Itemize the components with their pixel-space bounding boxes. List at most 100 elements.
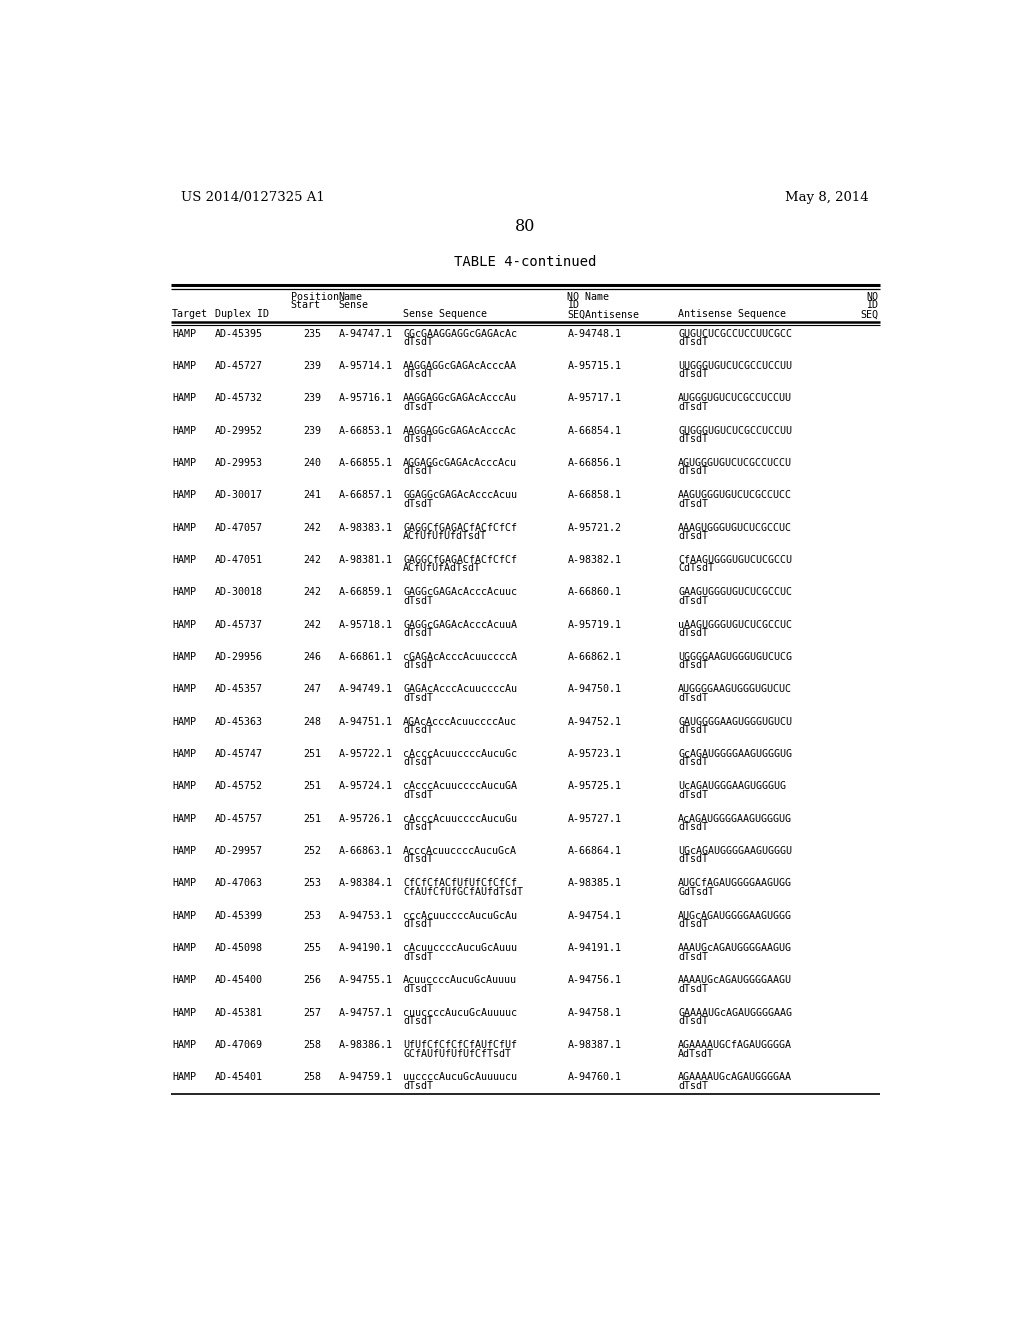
Text: A-94190.1: A-94190.1 bbox=[339, 942, 393, 953]
Text: A-98386.1: A-98386.1 bbox=[339, 1040, 393, 1049]
Text: SEQAntisense: SEQAntisense bbox=[567, 309, 639, 319]
Text: cAcccAcuuccccAucuGu: cAcccAcuuccccAucuGu bbox=[403, 813, 517, 824]
Text: dTsdT: dTsdT bbox=[678, 370, 709, 379]
Text: AD-45401: AD-45401 bbox=[215, 1072, 263, 1082]
Text: A-95717.1: A-95717.1 bbox=[567, 393, 622, 403]
Text: UGcAGAUGGGGAAGUGGGU: UGcAGAUGGGGAAGUGGGU bbox=[678, 846, 793, 855]
Text: A-94747.1: A-94747.1 bbox=[339, 329, 393, 338]
Text: dTsdT: dTsdT bbox=[678, 434, 709, 444]
Text: GdTsdT: GdTsdT bbox=[678, 887, 715, 896]
Text: AD-45732: AD-45732 bbox=[215, 393, 263, 403]
Text: A-94760.1: A-94760.1 bbox=[567, 1072, 622, 1082]
Text: A-95723.1: A-95723.1 bbox=[567, 748, 622, 759]
Text: AcAGAUGGGGAAGUGGGUG: AcAGAUGGGGAAGUGGGUG bbox=[678, 813, 793, 824]
Text: dTsdT: dTsdT bbox=[403, 370, 433, 379]
Text: Antisense Sequence: Antisense Sequence bbox=[678, 309, 786, 319]
Text: AcccAcuuccccAucuGcA: AcccAcuuccccAucuGcA bbox=[403, 846, 517, 855]
Text: A-98385.1: A-98385.1 bbox=[567, 878, 622, 888]
Text: 248: 248 bbox=[304, 717, 322, 726]
Text: dTsdT: dTsdT bbox=[678, 401, 709, 412]
Text: ACfUfUfUfdTsdT: ACfUfUfUfdTsdT bbox=[403, 531, 487, 541]
Text: Target: Target bbox=[172, 309, 208, 319]
Text: dTsdT: dTsdT bbox=[678, 983, 709, 994]
Text: 242: 242 bbox=[304, 619, 322, 630]
Text: GAGGCfGAGACfACfCfCf: GAGGCfGAGACfACfCfCf bbox=[403, 554, 517, 565]
Text: HAMP: HAMP bbox=[172, 717, 197, 726]
Text: dTsdT: dTsdT bbox=[678, 660, 709, 671]
Text: cAcccAcuuccccAucuGc: cAcccAcuuccccAucuGc bbox=[403, 748, 517, 759]
Text: A-95715.1: A-95715.1 bbox=[567, 360, 622, 371]
Text: CfCfCfACfUfUfCfCfCf: CfCfCfACfUfUfCfCfCf bbox=[403, 878, 517, 888]
Text: dTsdT: dTsdT bbox=[678, 952, 709, 961]
Text: dTsdT: dTsdT bbox=[678, 337, 709, 347]
Text: 256: 256 bbox=[304, 975, 322, 985]
Text: AAGGAGGcGAGAcAcccAA: AAGGAGGcGAGAcAcccAA bbox=[403, 360, 517, 371]
Text: A-94749.1: A-94749.1 bbox=[339, 684, 393, 694]
Text: dTsdT: dTsdT bbox=[403, 822, 433, 832]
Text: 247: 247 bbox=[304, 684, 322, 694]
Text: GAAAAUGcAGAUGGGGAAG: GAAAAUGcAGAUGGGGAAG bbox=[678, 1007, 793, 1018]
Text: 246: 246 bbox=[304, 652, 322, 661]
Text: AD-45399: AD-45399 bbox=[215, 911, 263, 920]
Text: A-66857.1: A-66857.1 bbox=[339, 490, 393, 500]
Text: A-94758.1: A-94758.1 bbox=[567, 1007, 622, 1018]
Text: AD-30018: AD-30018 bbox=[215, 587, 263, 597]
Text: HAMP: HAMP bbox=[172, 684, 197, 694]
Text: Sense Sequence: Sense Sequence bbox=[403, 309, 487, 319]
Text: AdTsdT: AdTsdT bbox=[678, 1048, 715, 1059]
Text: cccAcuuccccAucuGcAu: cccAcuuccccAucuGcAu bbox=[403, 911, 517, 920]
Text: uuccccAucuGcAuuuucu: uuccccAucuGcAuuuucu bbox=[403, 1072, 517, 1082]
Text: A-66859.1: A-66859.1 bbox=[339, 587, 393, 597]
Text: dTsdT: dTsdT bbox=[403, 1081, 433, 1090]
Text: GAUGGGGAAGUGGGUGUCU: GAUGGGGAAGUGGGUGUCU bbox=[678, 717, 793, 726]
Text: 251: 251 bbox=[304, 748, 322, 759]
Text: US 2014/0127325 A1: US 2014/0127325 A1 bbox=[180, 191, 325, 203]
Text: ACfUfUfAdTsdT: ACfUfUfAdTsdT bbox=[403, 564, 481, 573]
Text: 239: 239 bbox=[304, 393, 322, 403]
Text: AGAAAAUGCfAGAUGGGGA: AGAAAAUGCfAGAUGGGGA bbox=[678, 1040, 793, 1049]
Text: HAMP: HAMP bbox=[172, 942, 197, 953]
Text: AGAAAAUGcAGAUGGGGAA: AGAAAAUGcAGAUGGGGAA bbox=[678, 1072, 793, 1082]
Text: AUGGGGAAGUGGGUGUCUC: AUGGGGAAGUGGGUGUCUC bbox=[678, 684, 793, 694]
Text: AD-45737: AD-45737 bbox=[215, 619, 263, 630]
Text: A-98387.1: A-98387.1 bbox=[567, 1040, 622, 1049]
Text: AD-45395: AD-45395 bbox=[215, 329, 263, 338]
Text: GAGGCfGAGACfACfCfCf: GAGGCfGAGACfACfCfCf bbox=[403, 523, 517, 532]
Text: A-95716.1: A-95716.1 bbox=[339, 393, 393, 403]
Text: dTsdT: dTsdT bbox=[678, 693, 709, 702]
Text: AAAGUGGGUGUCUCGCCUC: AAAGUGGGUGUCUCGCCUC bbox=[678, 523, 793, 532]
Text: AD-45357: AD-45357 bbox=[215, 684, 263, 694]
Text: dTsdT: dTsdT bbox=[403, 725, 433, 735]
Text: 255: 255 bbox=[304, 942, 322, 953]
Text: AAGUGGGUGUCUCGCCUCC: AAGUGGGUGUCUCGCCUCC bbox=[678, 490, 793, 500]
Text: 253: 253 bbox=[304, 878, 322, 888]
Text: A-94756.1: A-94756.1 bbox=[567, 975, 622, 985]
Text: AD-45363: AD-45363 bbox=[215, 717, 263, 726]
Text: AcuuccccAucuGcAuuuu: AcuuccccAucuGcAuuuu bbox=[403, 975, 517, 985]
Text: A-94191.1: A-94191.1 bbox=[567, 942, 622, 953]
Text: AAGGAGGcGAGAcAcccAu: AAGGAGGcGAGAcAcccAu bbox=[403, 393, 517, 403]
Text: HAMP: HAMP bbox=[172, 393, 197, 403]
Text: AD-47063: AD-47063 bbox=[215, 878, 263, 888]
Text: GCfAUfUfUfUfCfTsdT: GCfAUfUfUfUfCfTsdT bbox=[403, 1048, 511, 1059]
Text: GUGUCUCGCCUCCUUCGCC: GUGUCUCGCCUCCUUCGCC bbox=[678, 329, 793, 338]
Text: A-94751.1: A-94751.1 bbox=[339, 717, 393, 726]
Text: A-66864.1: A-66864.1 bbox=[567, 846, 622, 855]
Text: A-94748.1: A-94748.1 bbox=[567, 329, 622, 338]
Text: 258: 258 bbox=[304, 1040, 322, 1049]
Text: dTsdT: dTsdT bbox=[678, 854, 709, 865]
Text: AD-45727: AD-45727 bbox=[215, 360, 263, 371]
Text: dTsdT: dTsdT bbox=[403, 628, 433, 638]
Text: GAGAcAcccAcuuccccAu: GAGAcAcccAcuuccccAu bbox=[403, 684, 517, 694]
Text: A-94750.1: A-94750.1 bbox=[567, 684, 622, 694]
Text: 252: 252 bbox=[304, 846, 322, 855]
Text: cAcccAcuuccccAucuGA: cAcccAcuuccccAucuGA bbox=[403, 781, 517, 791]
Text: dTsdT: dTsdT bbox=[678, 725, 709, 735]
Text: A-66860.1: A-66860.1 bbox=[567, 587, 622, 597]
Text: A-66855.1: A-66855.1 bbox=[339, 458, 393, 467]
Text: A-95724.1: A-95724.1 bbox=[339, 781, 393, 791]
Text: dTsdT: dTsdT bbox=[403, 919, 433, 929]
Text: dTsdT: dTsdT bbox=[678, 919, 709, 929]
Text: 239: 239 bbox=[304, 360, 322, 371]
Text: dTsdT: dTsdT bbox=[678, 628, 709, 638]
